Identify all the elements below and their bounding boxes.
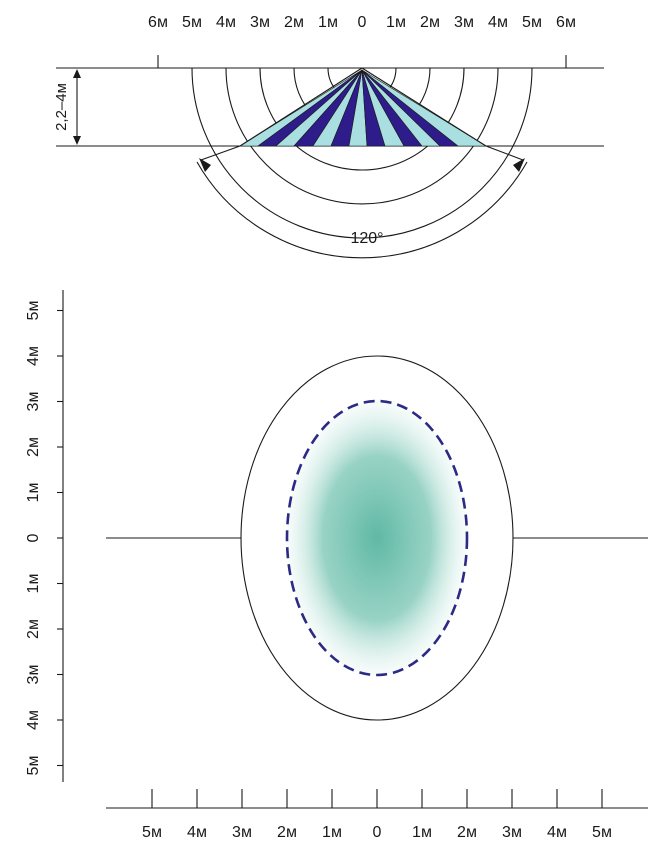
side-distance-label: 2м xyxy=(420,14,440,31)
y-axis-label: 1м xyxy=(25,483,42,503)
y-axis-labels: 5м 4м 3м 2м 1м 0 1м 2м 3м 4м 5м xyxy=(25,301,42,776)
angle-arc xyxy=(196,161,528,259)
height-arrow-top xyxy=(73,69,81,78)
inner-coverage-boundary xyxy=(285,399,469,677)
y-axis-label: 3м xyxy=(25,392,42,412)
y-axis-label: 3м xyxy=(25,665,42,685)
outer-coverage-boundary xyxy=(240,355,514,721)
y-axis-label: 1м xyxy=(25,574,42,594)
side-distance-label: 1м xyxy=(386,14,406,31)
side-distance-label: 4м xyxy=(488,14,508,31)
height-label: 2,2–4м xyxy=(53,83,70,131)
side-view: 6м 5м 4м 3м 2м 1м 0 1м 2м 3м 4м 5м 6м 2,2–4м 120° xyxy=(53,14,604,259)
y-axis-label: 2м xyxy=(25,437,42,457)
side-distance-ticks xyxy=(157,55,567,68)
detection-zone-fill xyxy=(287,401,467,675)
side-distance-label: 6м xyxy=(148,14,168,31)
side-distance-label: 0 xyxy=(358,14,367,31)
y-axis-label: 2м xyxy=(25,619,42,639)
x-axis-labels: 5м 4м 3м 2м 1м 0 1м 2м 3м 4м 5м xyxy=(142,824,612,841)
side-distance-label: 3м xyxy=(454,14,474,31)
x-axis-label: 0 xyxy=(373,824,382,841)
angle-label: 120° xyxy=(350,230,383,247)
x-axis-label: 3м xyxy=(232,824,252,841)
y-axis-label: 4м xyxy=(25,346,42,366)
x-axis-label: 3м xyxy=(502,824,522,841)
side-distance-label: 3м xyxy=(250,14,270,31)
x-axis-label: 5м xyxy=(142,824,162,841)
y-axis-label: 5м xyxy=(25,301,42,321)
y-axis-label: 5м xyxy=(25,756,42,776)
side-distance-labels: 6м 5м 4м 3м 2м 1м 0 1м 2м 3м 4м 5м 6м xyxy=(148,14,576,31)
x-axis-label: 1м xyxy=(322,824,342,841)
y-axis-ticks xyxy=(57,309,63,767)
distance-arc xyxy=(191,67,533,239)
x-axis-ticks xyxy=(151,789,603,808)
distance-arc xyxy=(259,67,465,171)
side-distance-label: 6м xyxy=(556,14,576,31)
y-axis-label: 0 xyxy=(25,533,42,542)
fan-edge-left xyxy=(239,67,363,147)
x-axis-label: 4м xyxy=(187,824,207,841)
side-distance-label: 1м xyxy=(318,14,338,31)
x-axis-label: 2м xyxy=(277,824,297,841)
angle-leader-right xyxy=(485,145,524,161)
side-distance-label: 2м xyxy=(284,14,304,31)
x-axis-label: 4м xyxy=(547,824,567,841)
angle-leader-left xyxy=(200,145,241,161)
side-distance-label: 5м xyxy=(182,14,202,31)
distance-arc xyxy=(225,67,499,205)
side-distance-label: 4м xyxy=(216,14,236,31)
side-distance-label: 5м xyxy=(522,14,542,31)
x-axis-label: 5м xyxy=(592,824,612,841)
x-axis-label: 1м xyxy=(412,824,432,841)
x-axis-label: 2м xyxy=(457,824,477,841)
y-axis-label: 4м xyxy=(25,710,42,730)
top-view: 5м 4м 3м 2м 1м 0 1м 2м 3м 4м 5м 5м 4м 3м 2м 1м 0 1м 2м 3м 4… xyxy=(25,290,648,841)
detection-rays xyxy=(239,67,487,147)
height-arrow-bottom xyxy=(73,136,81,145)
fan-edge-right xyxy=(361,67,487,147)
angle-arrow-right xyxy=(513,158,525,172)
angle-arrow-left xyxy=(199,158,211,172)
